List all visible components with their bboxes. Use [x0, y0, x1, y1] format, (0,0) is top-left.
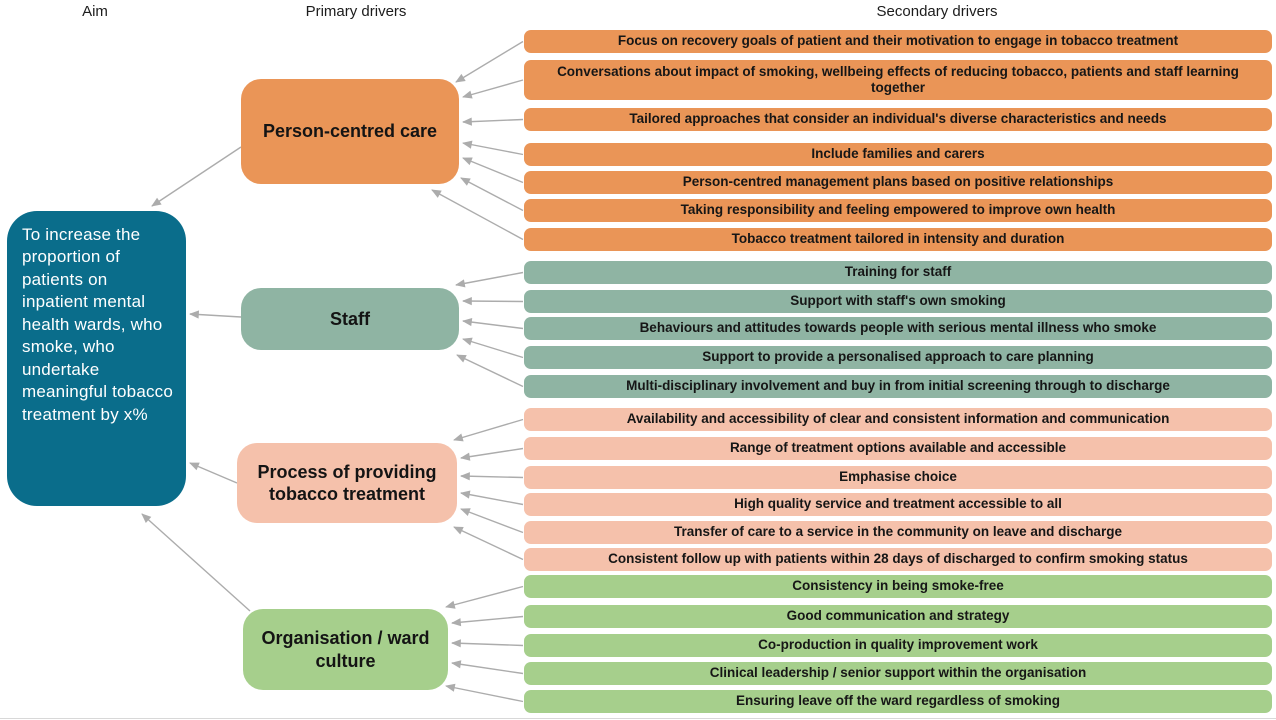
secondary-driver-label: High quality service and treatment acces… [734, 496, 1062, 512]
arrow-line [462, 79, 524, 99]
primary-driver-label: Staff [330, 308, 370, 329]
secondary-driver-bar: Ensuring leave off the ward regardless o… [524, 690, 1272, 713]
secondary-driver-bar: Include families and carers [524, 143, 1272, 166]
secondary-driver-label: Clinical leadership / senior support wit… [709, 665, 1087, 681]
secondary-driver-bar: High quality service and treatment acces… [524, 493, 1272, 516]
primary-driver-box: Person-centred care [241, 79, 459, 184]
arrow-line [462, 157, 524, 184]
secondary-driver-bar: Taking responsibility and feeling empowe… [524, 199, 1272, 222]
arrow-line [462, 296, 524, 306]
secondary-driver-label: Tobacco treatment tailored in intensity … [731, 231, 1065, 247]
secondary-driver-bar: Transfer of care to a service in the com… [524, 521, 1272, 544]
secondary-driver-bar: Multi-disciplinary involvement and buy i… [524, 375, 1272, 398]
secondary-driver-label: Conversations about impact of smoking, w… [557, 63, 1239, 95]
secondary-driver-bar: Person-centred management plans based on… [524, 171, 1272, 194]
arrow-line [460, 447, 524, 461]
aim-box: To increase the proportion of patients o… [7, 211, 186, 506]
arrow-line [462, 318, 524, 330]
column-header-aim: Aim [82, 3, 108, 20]
column-header-primary-drivers: Primary drivers [305, 3, 407, 20]
secondary-driver-bar: Consistent follow up with patients withi… [524, 548, 1272, 571]
secondary-driver-label: Support with staff's own smoking [790, 293, 1006, 309]
primary-driver-label: Organisation / ward culture [261, 628, 430, 671]
secondary-driver-bar: Behaviours and attitudes towards people … [524, 317, 1272, 340]
secondary-driver-bar: Tailored approaches that consider an ind… [524, 108, 1272, 131]
secondary-driver-label: Ensuring leave off the ward regardless o… [735, 693, 1061, 709]
arrow-line [451, 615, 524, 627]
arrow-line [453, 418, 524, 442]
primary-driver-box: Process of providing tobacco treatment [237, 443, 457, 523]
secondary-driver-label: Good communication and strategy [786, 608, 1010, 624]
secondary-driver-label: Consistent follow up with patients withi… [608, 551, 1188, 567]
secondary-driver-label: Person-centred management plans based on… [682, 174, 1114, 190]
arrow-line [189, 462, 238, 484]
primary-driver-label: Process of providing tobacco treatment [257, 461, 437, 505]
secondary-driver-bar: Range of treatment options available and… [524, 437, 1272, 460]
bottom-divider [0, 718, 1276, 719]
arrow-line [462, 117, 524, 126]
secondary-driver-label: Transfer of care to a service in the com… [674, 524, 1122, 540]
secondary-driver-label: Availability and accessibility of clear … [626, 411, 1170, 427]
arrow-line [456, 354, 524, 388]
arrow-line [151, 146, 242, 207]
arrow-line [460, 177, 524, 212]
secondary-driver-bar: Training for staff [524, 261, 1272, 284]
secondary-driver-bar: Support with staff's own smoking [524, 290, 1272, 313]
secondary-driver-label: Include families and carers [811, 146, 985, 162]
secondary-driver-bar: Consistency in being smoke-free [524, 575, 1272, 598]
secondary-driver-label: Taking responsibility and feeling empowe… [680, 202, 1116, 218]
secondary-driver-label: Focus on recovery goals of patient and t… [617, 33, 1179, 49]
secondary-driver-bar: Emphasise choice [524, 466, 1272, 489]
secondary-driver-bar: Support to provide a personalised approa… [524, 346, 1272, 369]
secondary-driver-label: Emphasise choice [839, 469, 957, 485]
arrow-line [431, 189, 524, 241]
arrow-line [451, 639, 524, 648]
secondary-driver-bar: Conversations about impact of smoking, w… [524, 60, 1272, 100]
secondary-driver-bar: Availability and accessibility of clear … [524, 408, 1272, 431]
secondary-driver-label: Consistency in being smoke-free [792, 578, 1004, 594]
arrow-line [455, 271, 524, 288]
secondary-driver-bar: Tobacco treatment tailored in intensity … [524, 228, 1272, 251]
secondary-driver-label: Multi-disciplinary involvement and buy i… [626, 378, 1170, 394]
arrow-line [453, 526, 524, 561]
arrow-line [462, 140, 524, 156]
secondary-driver-label: Tailored approaches that consider an ind… [629, 111, 1167, 127]
secondary-driver-bar: Co-production in quality improvement wor… [524, 634, 1272, 657]
arrow-line [189, 310, 242, 319]
column-header-secondary-drivers: Secondary drivers [876, 3, 998, 20]
secondary-driver-label: Range of treatment options available and… [729, 440, 1067, 456]
aim-text: To increase the proportion of patients o… [22, 225, 174, 424]
secondary-driver-bar: Good communication and strategy [524, 605, 1272, 628]
secondary-driver-label: Support to provide a personalised approa… [702, 349, 1094, 365]
secondary-driver-bar: Focus on recovery goals of patient and t… [524, 30, 1272, 53]
secondary-driver-bar: Clinical leadership / senior support wit… [524, 662, 1272, 685]
arrow-line [460, 490, 524, 506]
arrow-line [462, 337, 524, 359]
arrow-line [445, 683, 524, 703]
arrow-line [445, 585, 524, 609]
arrow-line [451, 660, 524, 675]
arrow-line [460, 508, 524, 534]
secondary-driver-label: Training for staff [844, 264, 952, 280]
primary-driver-box: Staff [241, 288, 459, 350]
secondary-driver-label: Co-production in quality improvement wor… [758, 637, 1038, 653]
arrow-line [460, 472, 524, 481]
secondary-driver-label: Behaviours and attitudes towards people … [639, 320, 1157, 336]
primary-driver-box: Organisation / ward culture [243, 609, 448, 690]
arrow-line [141, 513, 251, 612]
arrow-line [455, 40, 524, 83]
primary-driver-label: Person-centred care [262, 121, 438, 142]
